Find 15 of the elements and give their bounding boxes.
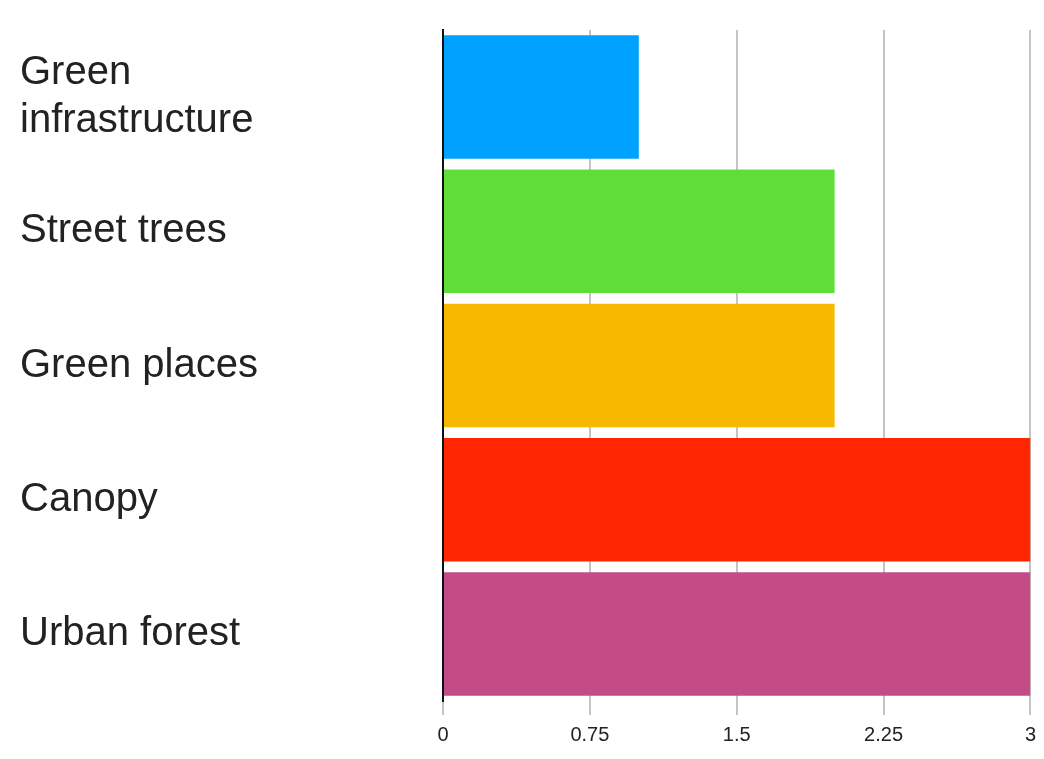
y-tick-label: Canopy <box>20 474 158 519</box>
x-tick-label: 3 <box>1024 722 1036 745</box>
bar <box>444 572 1031 696</box>
x-tick-label: 2.25 <box>864 722 904 745</box>
x-tick-label: 0.75 <box>570 722 610 745</box>
bar <box>444 35 639 159</box>
x-tick-label: 0 <box>437 722 449 745</box>
y-tick-label: Street trees <box>20 206 227 251</box>
bar <box>444 437 1031 562</box>
y-tick-label: Urban forest <box>20 608 241 653</box>
bar <box>444 303 835 428</box>
x-tick-label: 1.5 <box>722 722 751 745</box>
y-tick-label: Green places <box>20 340 258 385</box>
bar <box>444 169 835 294</box>
y-tick-label: Green infrastructure <box>20 48 254 141</box>
